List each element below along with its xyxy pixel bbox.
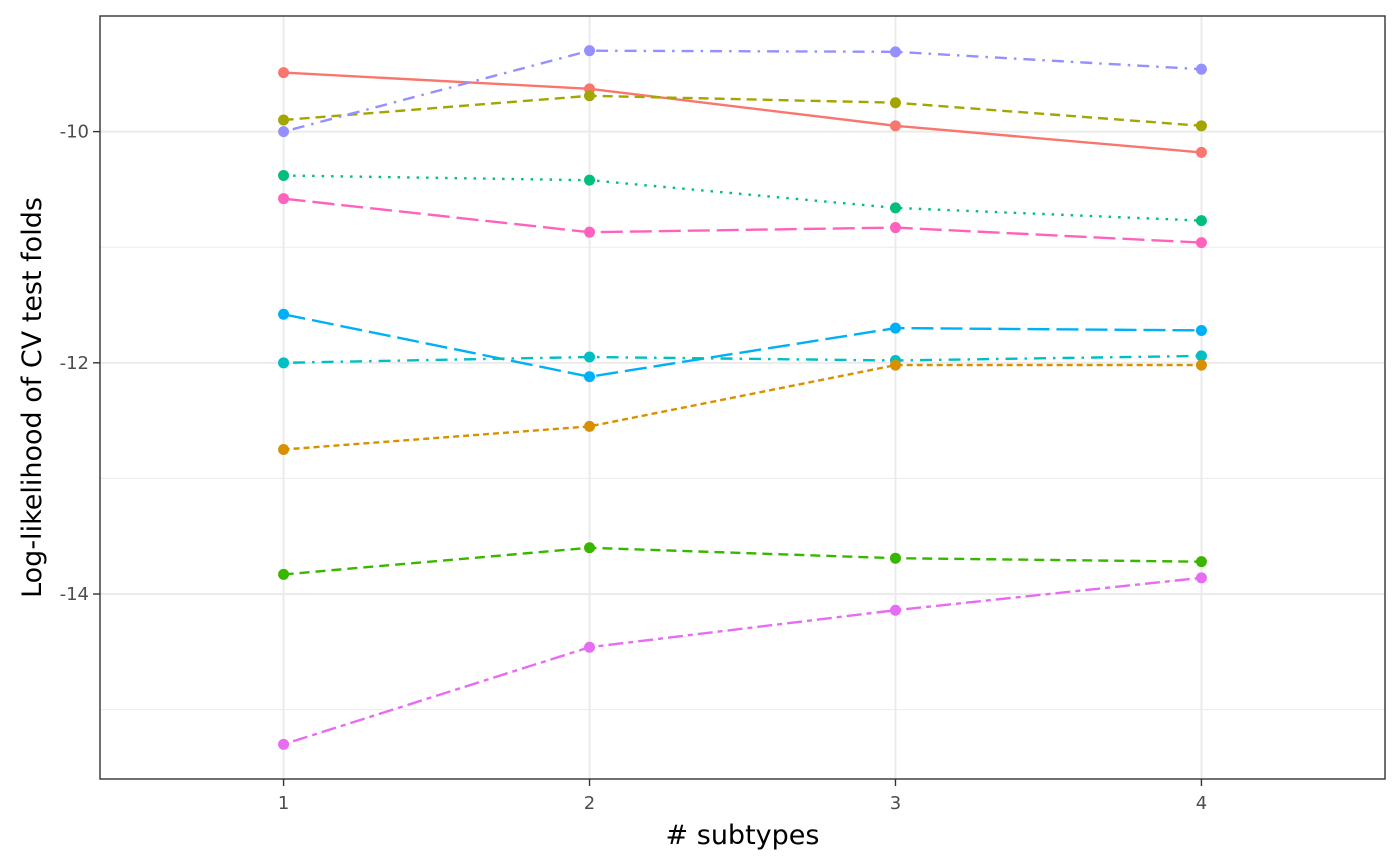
data-point — [1195, 359, 1207, 371]
y-tick-label: -10 — [60, 122, 89, 143]
series-line — [283, 546, 1202, 576]
data-point — [1195, 572, 1207, 584]
data-point — [889, 222, 901, 234]
data-point — [889, 97, 901, 109]
data-point — [278, 126, 290, 138]
y-axis: -14 -12 -10 — [60, 122, 100, 605]
data-point — [278, 444, 290, 456]
series-line — [283, 576, 1202, 746]
y-tick-label: -14 — [60, 584, 89, 605]
series-points — [278, 45, 1207, 750]
data-point — [278, 568, 290, 580]
data-point — [584, 45, 596, 57]
series-line — [283, 174, 1202, 222]
series-line — [283, 313, 1202, 378]
x-tick-label: 4 — [1196, 793, 1207, 814]
series-line — [283, 71, 1202, 154]
data-point — [1195, 63, 1207, 75]
y-tick-label: -12 — [60, 353, 89, 374]
data-point — [1195, 556, 1207, 568]
data-point — [1195, 215, 1207, 227]
data-point — [889, 120, 901, 132]
data-point — [889, 202, 901, 214]
data-point — [1195, 237, 1207, 249]
data-point — [278, 308, 290, 320]
series-line — [283, 197, 1202, 244]
series-line — [283, 94, 1202, 127]
data-point — [1195, 350, 1207, 362]
data-point — [889, 604, 901, 616]
data-point — [278, 193, 290, 205]
data-point — [584, 226, 596, 238]
data-point — [278, 738, 290, 750]
y-axis-title: Log-likelihood of CV test folds — [17, 197, 48, 598]
data-point — [889, 322, 901, 334]
x-axis: 1 2 3 4 — [278, 779, 1207, 814]
x-tick-label: 1 — [278, 793, 289, 814]
data-point — [584, 641, 596, 653]
data-point — [1195, 324, 1207, 336]
x-tick-label: 2 — [584, 793, 595, 814]
data-point — [889, 46, 901, 58]
data-point — [1195, 120, 1207, 132]
series-lines — [283, 49, 1202, 746]
data-point — [1195, 146, 1207, 158]
data-point — [584, 542, 596, 554]
data-point — [584, 371, 596, 383]
x-axis-title: # subtypes — [666, 820, 820, 851]
data-point — [584, 420, 596, 432]
series-line — [283, 363, 1202, 451]
data-point — [278, 357, 290, 369]
data-point — [584, 174, 596, 186]
data-point — [584, 90, 596, 102]
data-point — [889, 552, 901, 564]
data-point — [278, 67, 290, 79]
series-line — [283, 49, 1202, 133]
data-point — [278, 114, 290, 126]
data-point — [584, 351, 596, 363]
series-line — [283, 354, 1202, 364]
data-point — [278, 170, 290, 182]
x-tick-label: 3 — [890, 793, 901, 814]
panel-border — [99, 15, 1386, 780]
data-point — [889, 359, 901, 371]
